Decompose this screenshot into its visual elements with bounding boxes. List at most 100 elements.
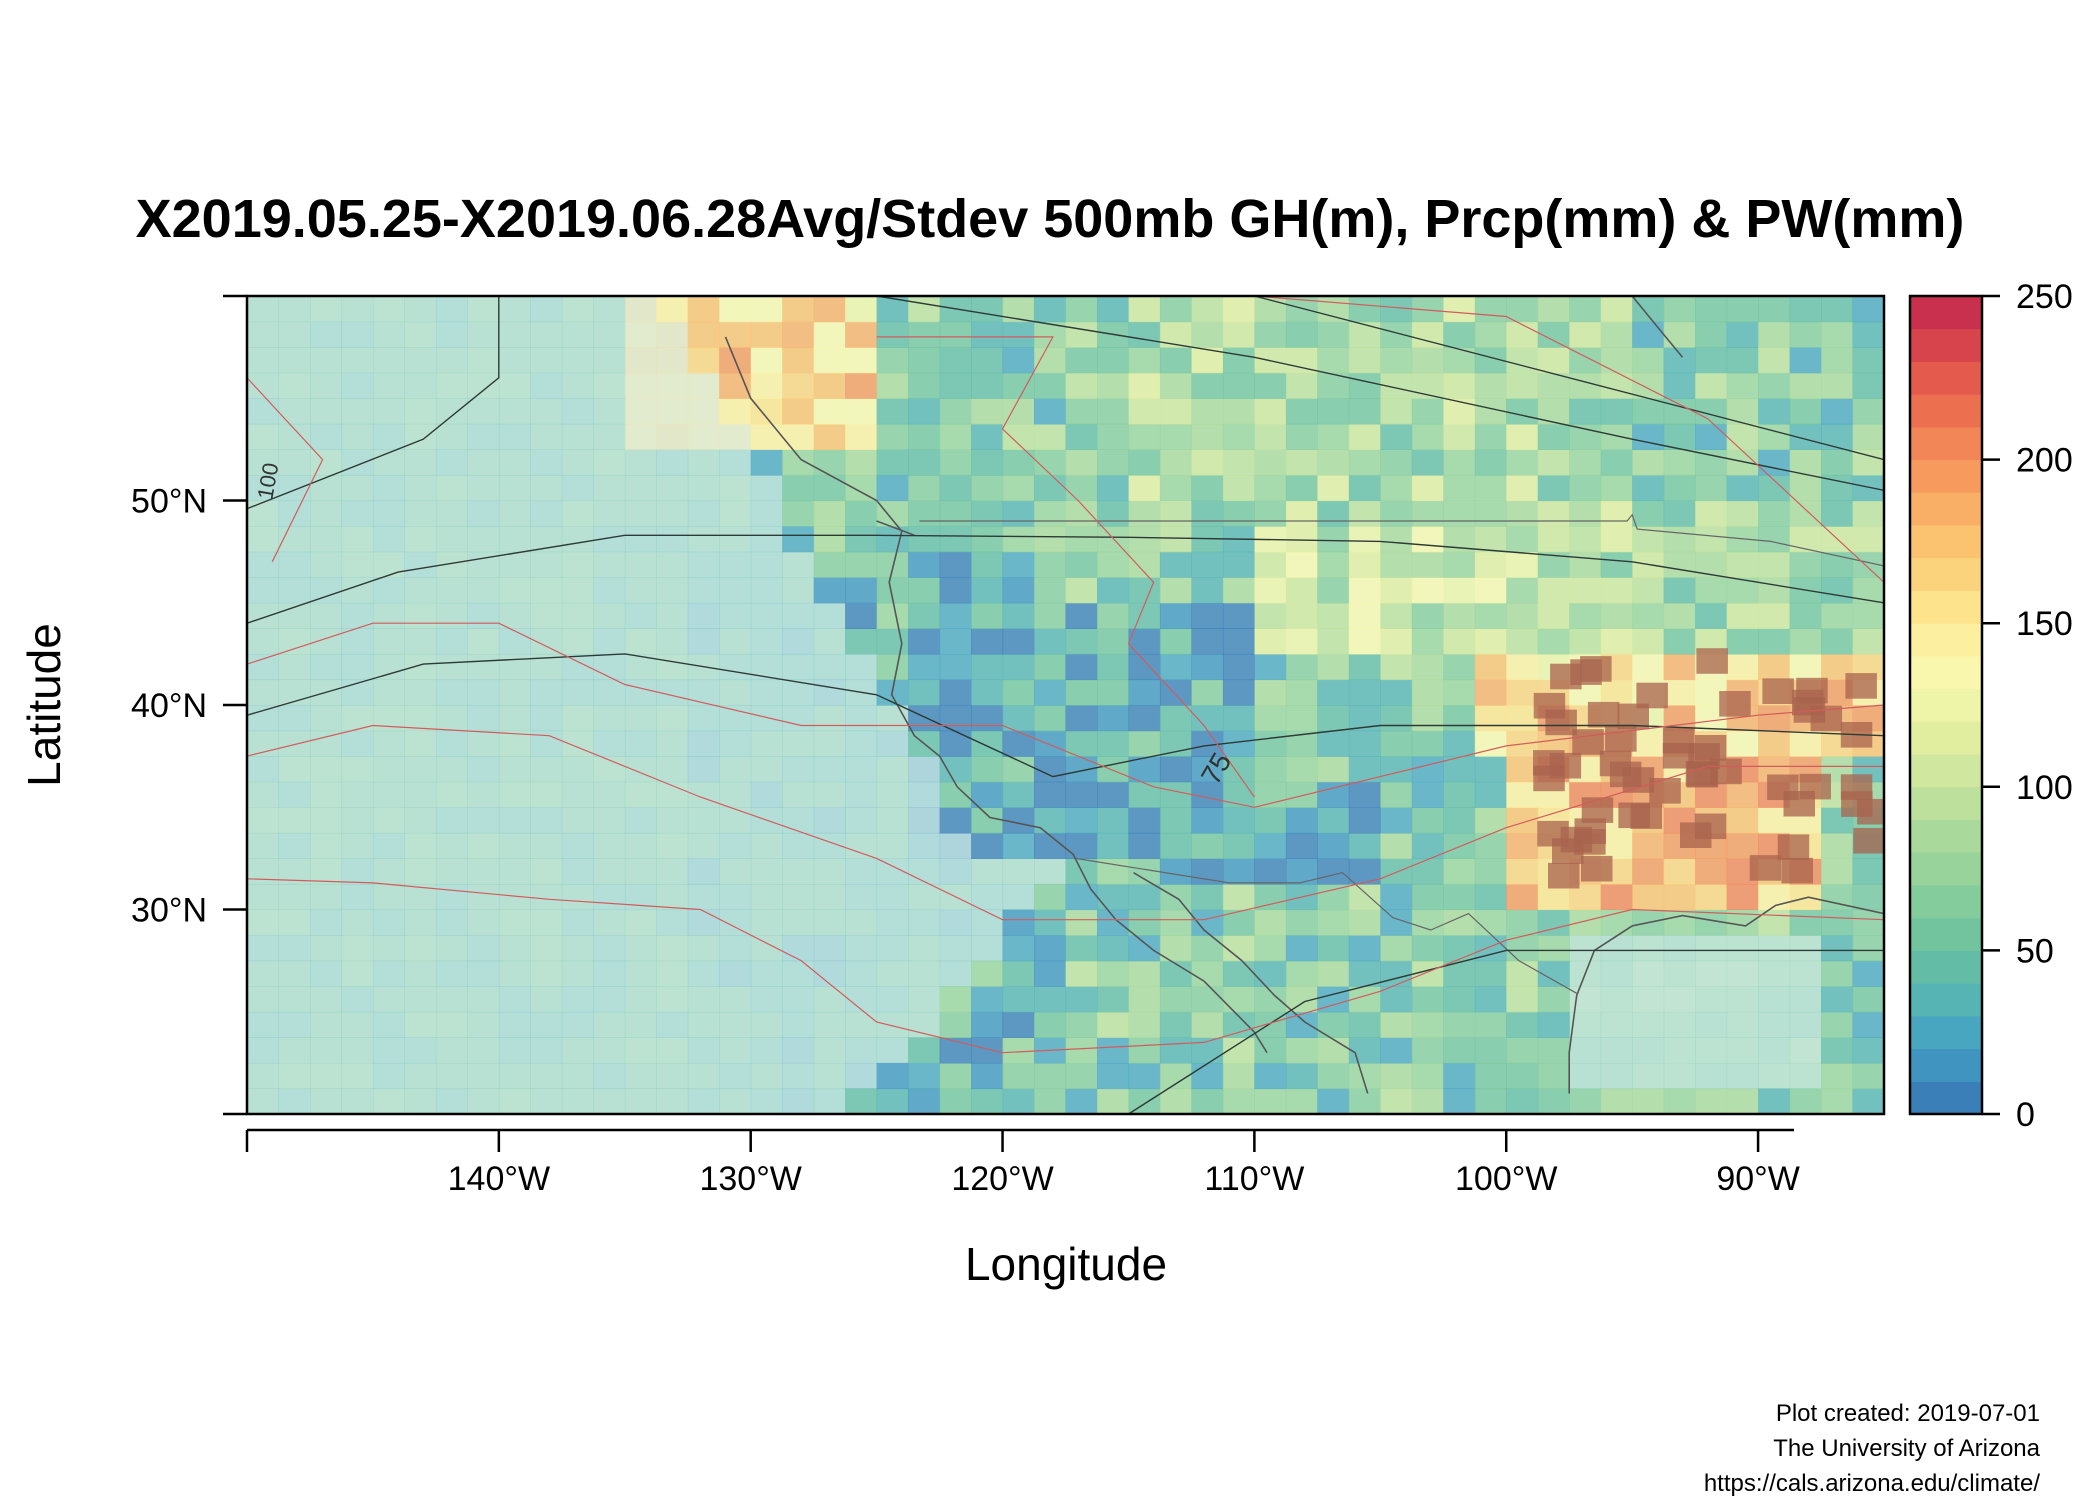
land-cell — [971, 1062, 1004, 1090]
ocean-cell — [467, 679, 500, 706]
ocean-cell — [750, 1088, 783, 1114]
ocean-cell — [593, 781, 626, 808]
land-cell — [1034, 449, 1067, 476]
land-cell — [1537, 1088, 1570, 1114]
ocean-cell — [530, 1037, 563, 1064]
land-cell — [1726, 296, 1759, 323]
land-cell — [1159, 423, 1192, 450]
land-cell — [1506, 526, 1539, 553]
land-cell — [939, 807, 972, 834]
land-cell — [813, 500, 846, 527]
land-cell — [1034, 474, 1067, 502]
land-cell — [1128, 909, 1161, 936]
land-cell — [1065, 321, 1098, 348]
land-cell — [1317, 935, 1350, 962]
land-cell — [939, 372, 972, 399]
ocean-cell — [656, 730, 689, 757]
ocean-cell — [435, 883, 468, 911]
land-cell — [1065, 347, 1098, 374]
ocean-cell — [687, 372, 720, 399]
land-cell — [1506, 372, 1539, 399]
ocean-cell — [656, 858, 689, 885]
land-cell — [1758, 1088, 1791, 1114]
ocean-cell — [1695, 935, 1728, 962]
land-cell — [1506, 602, 1539, 629]
ocean-cell — [876, 960, 909, 987]
land-cell — [1222, 935, 1255, 962]
land-cell — [1097, 705, 1130, 732]
land-cell — [1758, 474, 1791, 502]
ocean-cell — [719, 858, 752, 885]
land-cell — [1411, 602, 1444, 629]
land-cell — [1097, 474, 1130, 502]
land-cell — [1034, 296, 1067, 323]
ocean-cell — [467, 909, 500, 936]
ocean-cell — [656, 935, 689, 962]
land-cell — [876, 347, 909, 374]
land-cell — [1222, 449, 1255, 476]
land-cell — [1537, 986, 1570, 1013]
land-cell — [908, 551, 941, 578]
land-cell — [1663, 909, 1696, 936]
land-cell — [1097, 986, 1130, 1013]
gh-contour-0 — [247, 534, 1884, 624]
land-cell — [1159, 372, 1192, 399]
land-cell — [1191, 653, 1224, 681]
land-cell — [1443, 883, 1476, 911]
land-cell — [1159, 602, 1192, 629]
ocean-cell — [1632, 1062, 1665, 1090]
land-cell — [1065, 1062, 1098, 1090]
land-cell — [1222, 474, 1255, 502]
land-cell — [1443, 474, 1476, 502]
land-cell — [1443, 832, 1476, 859]
ocean-cell — [1695, 1037, 1728, 1064]
ocean-cell — [782, 653, 815, 681]
land-cell — [939, 551, 972, 578]
ocean-cell — [656, 909, 689, 936]
ocean-cell — [372, 602, 405, 629]
ocean-cell — [341, 474, 374, 502]
land-cell — [1348, 756, 1381, 783]
land-cell — [971, 551, 1004, 578]
land-cell — [1128, 986, 1161, 1013]
ocean-cell — [624, 372, 657, 399]
land-cell — [1537, 398, 1570, 425]
land-cell — [1443, 602, 1476, 629]
ocean-cell — [687, 474, 720, 502]
ocean-cell — [656, 883, 689, 911]
ocean-cell — [341, 653, 374, 681]
ocean-cell — [593, 960, 626, 987]
land-cell — [1852, 423, 1884, 450]
ocean-cell — [310, 577, 343, 604]
land-cell — [1380, 423, 1413, 450]
land-cell — [1600, 679, 1633, 706]
colorbar-swatch — [1910, 426, 1982, 461]
ocean-cell — [372, 730, 405, 757]
ocean-cell — [404, 935, 437, 962]
ocean-cell — [719, 705, 752, 732]
land-cell — [1348, 296, 1381, 323]
ocean-cell — [813, 628, 846, 655]
ocean-cell — [593, 832, 626, 859]
ocean-cell — [687, 1011, 720, 1038]
colorbar-swatch — [1910, 590, 1982, 624]
land-cell — [1065, 577, 1098, 604]
land-cell — [1380, 705, 1413, 732]
land-cell — [1600, 602, 1633, 629]
land-cell — [908, 679, 941, 706]
land-cell — [1380, 1062, 1413, 1090]
land-cell — [1852, 628, 1884, 655]
ocean-cell — [435, 321, 468, 348]
land-cell — [813, 398, 846, 425]
ocean-cell — [247, 909, 280, 936]
land-cell — [1222, 986, 1255, 1013]
land-cell — [1097, 500, 1130, 527]
land-cell — [1537, 935, 1570, 962]
land-cell — [1159, 909, 1192, 936]
ocean-cell — [656, 526, 689, 553]
land-cell — [1348, 628, 1381, 655]
ocean-cell — [561, 551, 594, 578]
land-cell — [1159, 756, 1192, 783]
ocean-cell — [876, 705, 909, 732]
ocean-cell — [372, 321, 405, 348]
